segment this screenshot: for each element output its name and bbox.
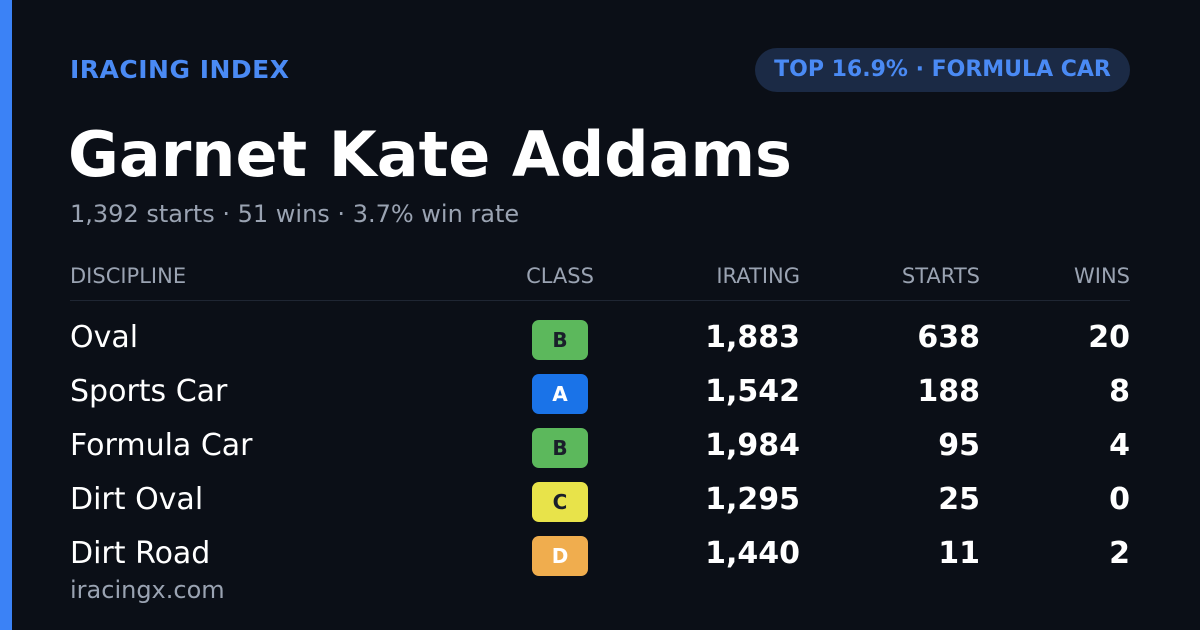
discipline: Dirt Road [70, 536, 211, 571]
summary: 1,392 starts · 51 wins · 3.7% win rate [70, 200, 520, 228]
irating: 1,440 [705, 536, 800, 571]
column-header: WINS [1074, 264, 1130, 288]
discipline: Sports Car [70, 374, 228, 409]
starts: 25 [938, 482, 980, 517]
rank-badge: TOP 16.9% · FORMULA CAR [755, 48, 1130, 92]
class-badge: D [532, 536, 588, 576]
accent-stripe [0, 0, 12, 630]
column-header: DISCIPLINE [70, 264, 187, 288]
irating: 1,542 [705, 374, 800, 409]
column-header: CLASS [526, 264, 594, 288]
discipline: Formula Car [70, 428, 253, 463]
wins: 20 [1088, 320, 1130, 355]
starts: 11 [938, 536, 980, 571]
starts: 95 [938, 428, 980, 463]
starts: 638 [917, 320, 980, 355]
site-url: iracingx.com [70, 576, 225, 604]
wins: 2 [1109, 536, 1130, 571]
column-header: STARTS [901, 264, 980, 288]
brand: IRACING INDEX [70, 55, 290, 84]
discipline: Oval [70, 320, 139, 355]
class-badge: B [532, 320, 588, 360]
wins: 4 [1109, 428, 1130, 463]
class-badge: A [532, 374, 588, 414]
starts: 188 [917, 374, 980, 409]
header-rule [70, 300, 1130, 301]
class-badge: B [532, 428, 588, 468]
irating: 1,295 [705, 482, 800, 517]
irating: 1,883 [705, 320, 800, 355]
wins: 8 [1109, 374, 1130, 409]
driver-name: Garnet Kate Addams [68, 118, 792, 191]
column-header: IRATING [716, 264, 800, 288]
class-badge: C [532, 482, 588, 522]
discipline: Dirt Oval [70, 482, 204, 517]
wins: 0 [1109, 482, 1130, 517]
irating: 1,984 [705, 428, 800, 463]
